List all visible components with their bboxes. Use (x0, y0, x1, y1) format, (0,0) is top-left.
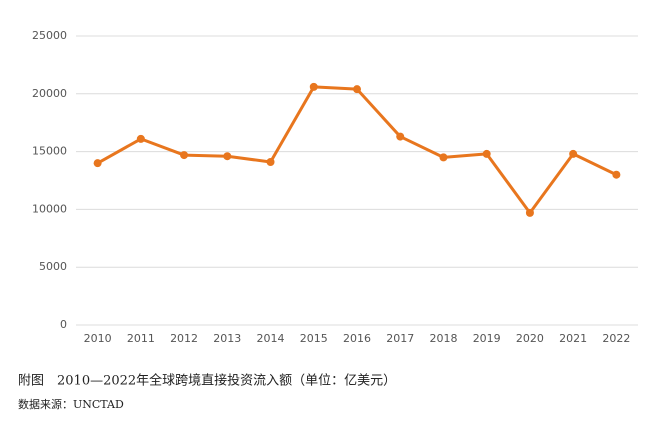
x-tick-label: 2016 (343, 332, 371, 345)
y-tick-label: 5000 (39, 260, 67, 273)
series-line (96, 85, 618, 215)
y-tick-label: 20000 (32, 87, 67, 100)
caption: 附图 2010—2022年全球跨境直接投资流入额（单位：亿美元） (18, 373, 396, 389)
x-tick-label: 2013 (213, 332, 241, 345)
data-point (266, 158, 275, 167)
x-tick-label: 2014 (257, 332, 285, 345)
data-point (309, 82, 318, 91)
data-point (612, 170, 621, 179)
x-tick-label: 2018 (429, 332, 457, 345)
data-point (180, 151, 189, 160)
data-point (93, 159, 102, 168)
data-point (439, 153, 448, 162)
y-tick-label: 0 (60, 318, 67, 331)
data-point (525, 208, 534, 217)
x-tick-label: 2019 (473, 332, 501, 345)
y-tick-label: 10000 (32, 202, 67, 215)
x-tick-label: 2022 (602, 332, 630, 345)
x-tick-label: 2011 (127, 332, 155, 345)
data-point (353, 85, 361, 94)
x-tick-label: 2012 (170, 332, 198, 345)
data-point (136, 134, 145, 143)
x-tick-label: 2015 (300, 332, 328, 345)
y-tick-label: 15000 (32, 145, 67, 158)
source: 数据来源：UNCTAD (18, 397, 124, 411)
x-tick-label: 2010 (84, 332, 112, 345)
data-point (396, 132, 405, 141)
data-point (482, 149, 491, 158)
data-point (223, 152, 232, 161)
x-tick-label: 2020 (516, 332, 544, 345)
y-tick-label: 25000 (32, 29, 67, 42)
data-point (569, 149, 578, 158)
x-tick-label: 2017 (386, 332, 414, 345)
x-tick-label: 2021 (559, 332, 587, 345)
